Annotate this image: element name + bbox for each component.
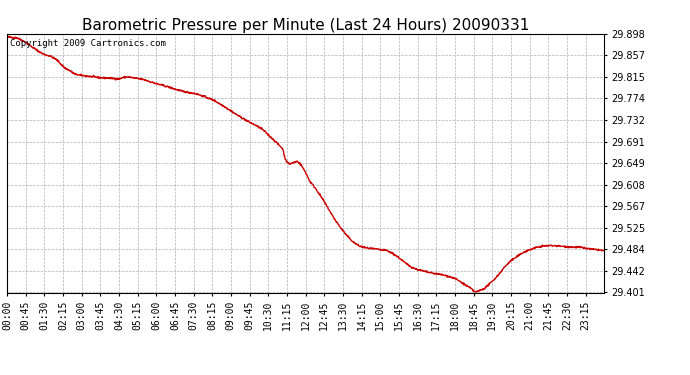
Title: Barometric Pressure per Minute (Last 24 Hours) 20090331: Barometric Pressure per Minute (Last 24 …	[81, 18, 529, 33]
Text: Copyright 2009 Cartronics.com: Copyright 2009 Cartronics.com	[10, 39, 166, 48]
